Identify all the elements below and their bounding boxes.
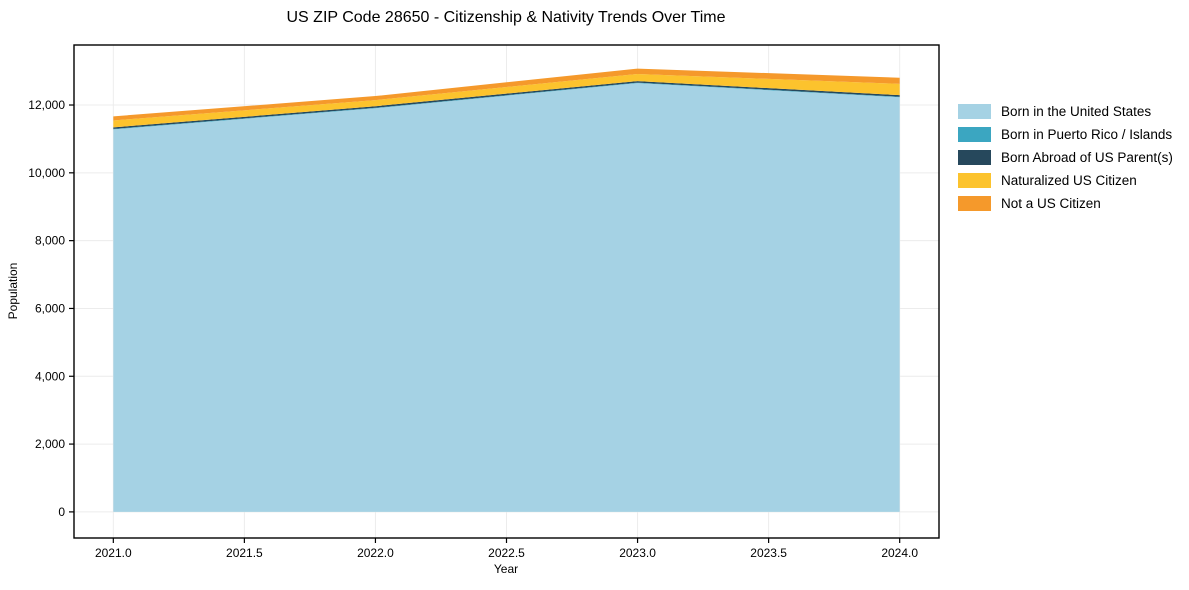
legend-swatch-icon <box>958 149 991 165</box>
y-tick-label: 6,000 <box>35 301 65 315</box>
y-axis-label: Population <box>6 262 20 320</box>
x-tick-label: 2023.5 <box>750 546 787 560</box>
y-tick-label: 4,000 <box>35 369 65 383</box>
y-tick-label: 2,000 <box>35 437 65 451</box>
legend-label: Born in the United States <box>1001 103 1152 119</box>
legend-item: Born in Puerto Rico / Islands <box>958 126 1173 142</box>
y-tick-label: 8,000 <box>35 234 65 248</box>
x-tick-label: 2021.0 <box>95 546 132 560</box>
x-tick-label: 2022.5 <box>488 546 525 560</box>
legend-swatch-icon <box>958 195 991 211</box>
x-tick-label: 2021.5 <box>226 546 263 560</box>
y-tick-label: 0 <box>58 505 65 519</box>
y-tick-label: 12,000 <box>28 98 65 112</box>
area-series-0 <box>113 83 900 512</box>
legend-swatch-icon <box>958 172 991 188</box>
legend-label: Not a US Citizen <box>1001 195 1101 211</box>
x-tick-label: 2023.0 <box>619 546 656 560</box>
legend-swatch-icon <box>958 103 991 119</box>
legend-item: Born in the United States <box>958 103 1173 119</box>
y-tick-label: 10,000 <box>28 166 65 180</box>
legend-label: Naturalized US Citizen <box>1001 172 1137 188</box>
x-tick-label: 2022.0 <box>357 546 394 560</box>
x-tick-label: 2024.0 <box>881 546 918 560</box>
legend-swatch-icon <box>958 126 991 142</box>
legend-item: Naturalized US Citizen <box>958 172 1173 188</box>
legend-label: Born in Puerto Rico / Islands <box>1001 126 1173 142</box>
x-axis-label: Year <box>493 562 519 576</box>
legend-item: Not a US Citizen <box>958 195 1173 211</box>
legend-label: Born Abroad of US Parent(s) <box>1001 149 1173 165</box>
legend: Born in the United States Born in Puerto… <box>958 103 1173 211</box>
chart-title: US ZIP Code 28650 - Citizenship & Nativi… <box>286 9 726 26</box>
legend-item: Born Abroad of US Parent(s) <box>958 149 1173 165</box>
